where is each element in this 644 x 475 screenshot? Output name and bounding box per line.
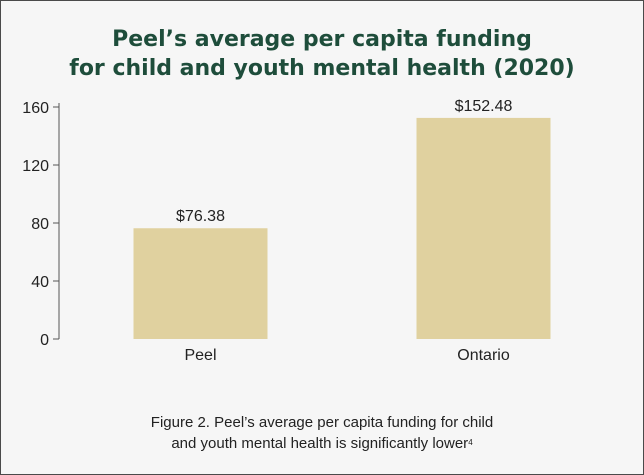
chart-title: Peel’s average per capita funding for ch… [1,25,643,83]
chart-title-line-2: for child and youth mental health (2020) [69,56,575,81]
footnote-marker: 4 [468,438,473,447]
chart-title-line-1: Peel’s average per capita funding [112,27,532,52]
y-tick-label: 80 [31,216,49,233]
bar-chart: 0 40 80 120 160 $76.38 Peel $152.48 Ontario [22,98,551,364]
data-label: $76.38 [176,208,225,225]
figure-caption: Figure 2. Peel’s average per capita fund… [1,412,643,454]
x-tick-label: Ontario [457,347,510,364]
y-tick-label: 120 [22,158,49,175]
bar-ontario [416,117,551,340]
caption-line-2: and youth mental health is significantly… [1,433,643,454]
plot-area: 0 40 80 120 160 $76.38 Peel $152.48 Ontario [22,98,551,364]
data-label: $152.48 [455,98,513,115]
bar-peel [133,228,268,339]
y-tick-label: 40 [31,274,49,291]
caption-line-2-text: and youth mental health is significantly… [171,435,469,452]
y-tick-label: 0 [40,332,49,349]
caption-line-1: Figure 2. Peel’s average per capita fund… [150,414,494,431]
y-tick-label: 160 [22,100,49,117]
x-tick-label: Peel [184,347,216,364]
